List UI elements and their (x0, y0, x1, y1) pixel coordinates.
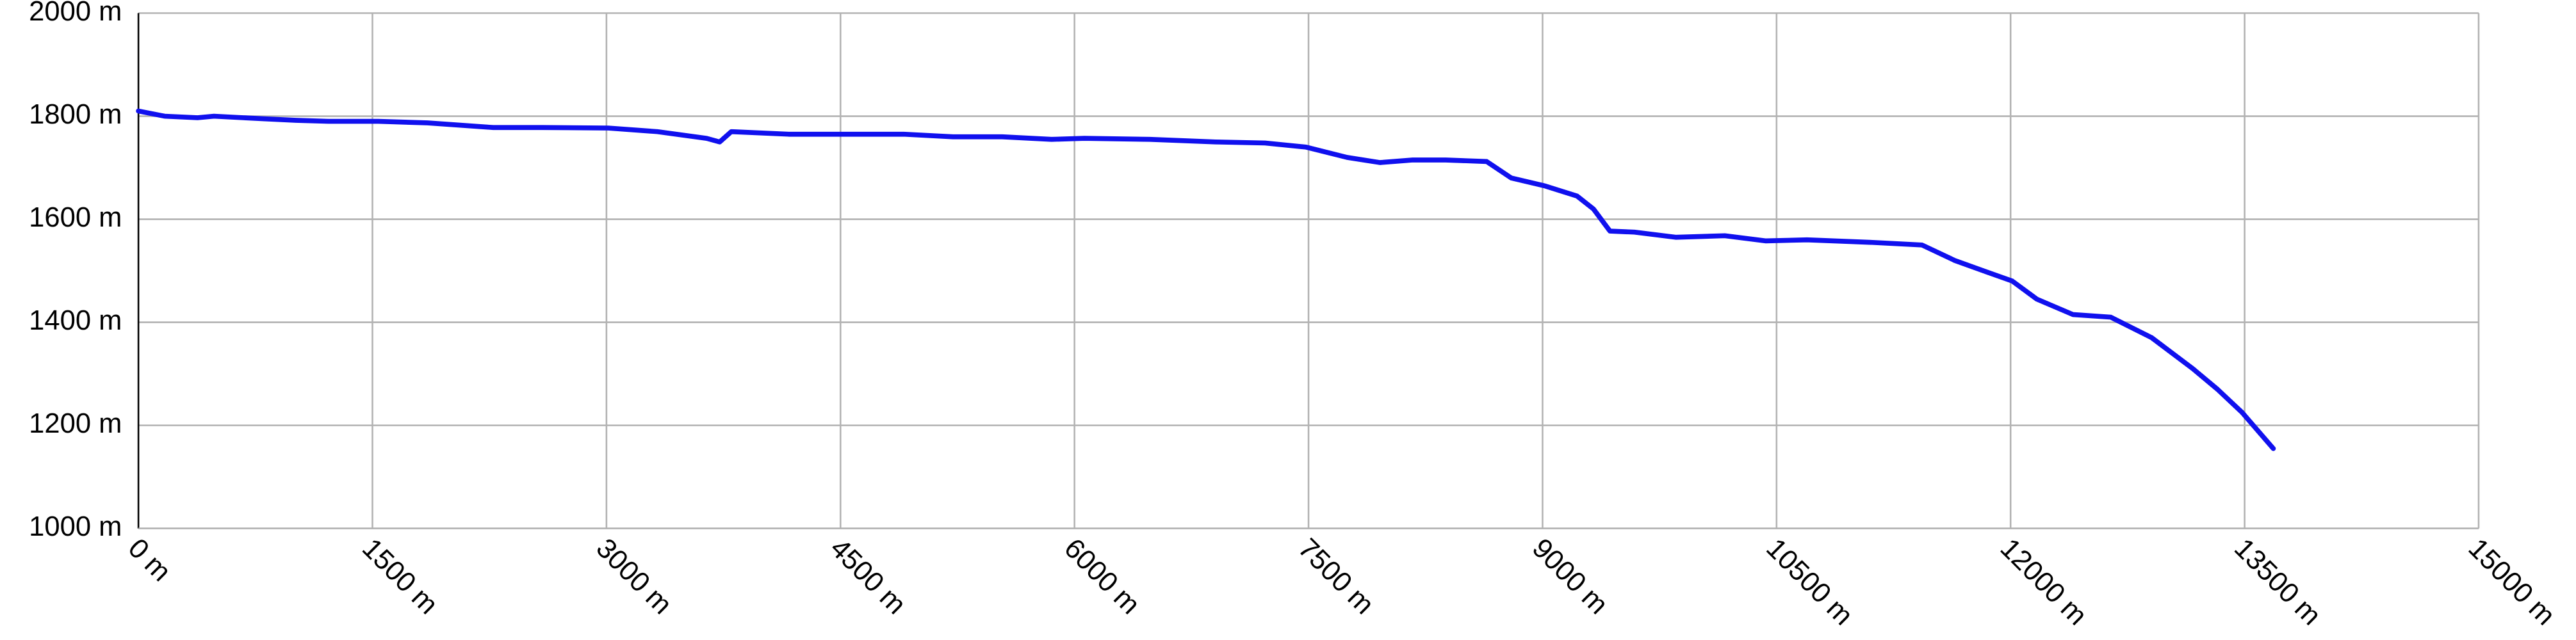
x-tick-label: 15000 m (2463, 533, 2561, 632)
x-tick-label: 0 m (122, 533, 177, 588)
x-tick-label: 9000 m (1526, 533, 1614, 621)
x-tick-label: 13500 m (2228, 533, 2327, 632)
y-tick-label: 1400 m (29, 305, 122, 336)
x-tick-label: 7500 m (1292, 533, 1380, 621)
y-tick-label: 1800 m (29, 99, 122, 130)
y-tick-label: 1000 m (29, 511, 122, 542)
elevation-line (136, 108, 2276, 451)
x-tick-label: 1500 m (356, 533, 444, 621)
x-tick-label: 6000 m (1058, 533, 1146, 621)
y-tick-label: 1600 m (29, 202, 122, 233)
y-tick-label: 1200 m (29, 408, 122, 439)
x-tick-label: 4500 m (824, 533, 912, 621)
x-tick-label: 3000 m (590, 533, 678, 621)
x-tick-label: 10500 m (1760, 533, 1859, 632)
x-tick-label: 12000 m (1994, 533, 2093, 632)
y-tick-label: 2000 m (29, 0, 122, 27)
